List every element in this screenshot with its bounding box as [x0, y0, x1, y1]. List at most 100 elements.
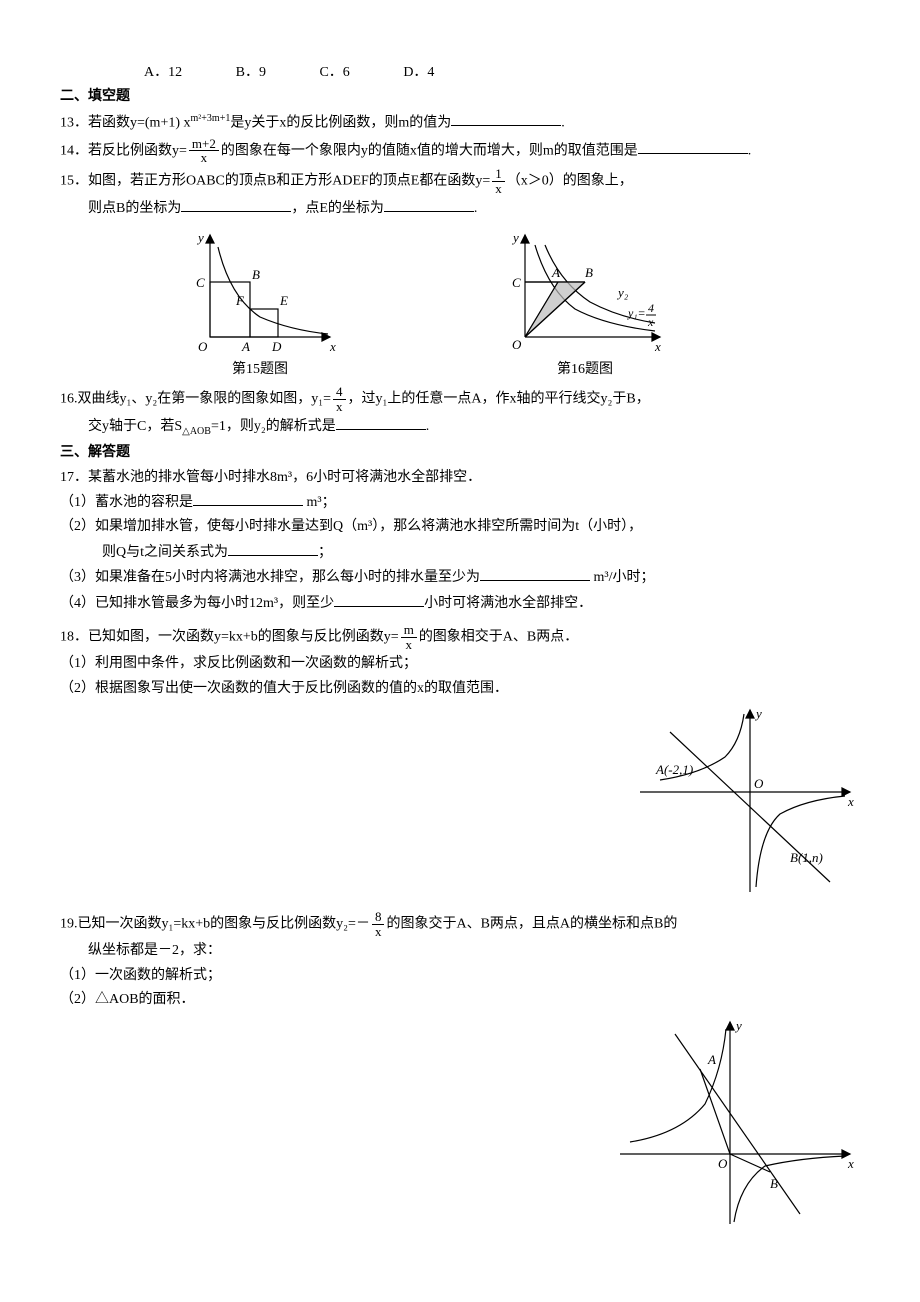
fig18-x: x — [847, 794, 854, 809]
q15-l2b: ，点E的坐标为 — [291, 201, 384, 216]
fig15-D: D — [271, 339, 282, 354]
q17-blank1 — [193, 491, 303, 506]
fig16-x: x — [654, 339, 661, 354]
section-3-header: 三、解答题 — [60, 442, 860, 464]
q16-l2b: =1，则y₂的解析式是 — [211, 419, 336, 434]
q16-pre: 16.双曲线y₁、y₂在第一象限的图象如图， — [60, 392, 311, 407]
fig16-svg: y x C A B O y₂ y₁= 4 x — [500, 227, 670, 357]
q15-line2: 则点B的坐标为 ，点E的坐标为. — [60, 197, 860, 220]
svg-text:y₁=: y₁= — [627, 306, 646, 320]
q14-pre: 14．若反比例函数y= — [60, 143, 187, 158]
q19-p2: （2）△AOB的面积． — [60, 989, 860, 1011]
section-2-header: 二、填空题 — [60, 86, 860, 108]
q18-num: m — [401, 623, 417, 638]
q19-eqlhs: y₂=－ — [336, 916, 370, 931]
q19-a: 19.已知一次函数y₁=kx+b的图象与反比例函数 — [60, 916, 336, 931]
svg-text:4: 4 — [648, 301, 654, 315]
q16-l2a: 交y轴于C，若S — [88, 419, 182, 434]
q15-num: 1 — [492, 167, 505, 182]
figure-15: y x C B F E O A D 第15题图 — [180, 227, 340, 381]
q14-den: x — [189, 151, 219, 165]
q14-end: . — [748, 143, 752, 158]
q14: 14．若反比例函数y=m+2x的图象在每一个象限内y的值随x值的增大而增大，则m… — [60, 137, 860, 165]
q19-num: 8 — [372, 910, 385, 925]
q17-p3: （3）如果准备在5小时内将满池水排空，那么每小时的排水量至少为 m³/小时； — [60, 566, 860, 589]
fig15-caption: 第15题图 — [180, 359, 340, 381]
q14-blank — [638, 139, 748, 154]
fig18-B: B(1,n) — [790, 850, 823, 865]
q18-frac: mx — [401, 623, 417, 651]
q18-p2: （2）根据图象写出使一次函数的值大于反比例函数的值的x的取值范围． — [60, 678, 860, 700]
q19-b: 的图象交于A、B两点，且点A的横坐标和点B的 — [386, 916, 677, 931]
q19-line2: 纵坐标都是－2，求： — [60, 940, 860, 962]
q17-blank3 — [480, 566, 590, 581]
fig19-A: A — [707, 1052, 716, 1067]
q16-sub: △AOB — [182, 426, 211, 437]
q17-p2a: （2）如果增加排水管，使每小时排水量达到Q（m³），那么将满池水排空所需时间为t… — [60, 519, 642, 534]
q13: 13．若函数y=(m+1) xm²+3m+1是y关于x的反比例函数，则m的值为. — [60, 111, 860, 135]
fig19-O: O — [718, 1156, 728, 1171]
q15-post1: （x＞0）的图象上， — [507, 173, 633, 188]
q17-blank2 — [228, 541, 318, 556]
fig19-B: B — [770, 1176, 778, 1191]
q17-p4: （4）已知排水管最多为每小时12m³，则至少小时可将满池水全部排空． — [60, 592, 860, 615]
q17-p2: （2）如果增加排水管，使每小时排水量达到Q（m³），那么将满池水排空所需时间为t… — [60, 516, 860, 538]
figure-16: y x C A B O y₂ y₁= 4 x 第16题图 — [500, 227, 670, 381]
q17-p2b: 则Q与t之间关系式为 — [102, 545, 228, 560]
q17-stem: 17．某蓄水池的排水管每小时排水8m³，6小时可将满池水全部排空． — [60, 467, 860, 489]
fig18-A: A(-2,1) — [655, 762, 693, 777]
fig15-F: F — [235, 293, 245, 308]
q17-p1: （1）蓄水池的容积是 m³； — [60, 491, 860, 514]
q19-frac: 8x — [372, 910, 385, 938]
fig15-x: x — [329, 339, 336, 354]
figure-19: y x O A B — [610, 1014, 860, 1234]
q17-blank4 — [334, 592, 424, 607]
fig18-svg: y x O A(-2,1) B(1,n) — [630, 702, 860, 902]
q15: 15．如图，若正方形OABC的顶点B和正方形ADEF的顶点E都在函数y=1x（x… — [60, 167, 860, 195]
q18-p1: （1）利用图中条件，求反比例函数和一次函数的解析式； — [60, 653, 860, 675]
figure-row-15-16: y x C B F E O A D 第15题图 — [180, 227, 860, 381]
opt-d: D．4 — [403, 62, 434, 84]
q16-end: . — [426, 419, 430, 434]
fig19-svg: y x O A B — [610, 1014, 860, 1234]
q14-post1: 的图象在每一个象限内y的值随x值的增大而增大，则m的取值范围是 — [221, 143, 638, 158]
q16-eqlhs: y₁= — [311, 392, 331, 407]
fig15-C: C — [196, 275, 205, 290]
q17-p2-line2: 则Q与t之间关系式为； — [60, 541, 860, 564]
opt-a: A．12 — [144, 62, 182, 84]
opt-c: C．6 — [319, 62, 349, 84]
q17-p3a: （3）如果准备在5小时内将满池水排空，那么每小时的排水量至少为 — [60, 570, 480, 585]
fig15-y: y — [196, 230, 204, 245]
q18-den: x — [401, 638, 417, 652]
q18-stem: 18．已知如图，一次函数y=kx+b的图象与反比例函数y=mx的图象相交于A、B… — [60, 623, 860, 651]
q19-p1: （1）一次函数的解析式； — [60, 965, 860, 987]
q17-p4b: 小时可将满池水全部排空． — [424, 596, 592, 611]
fig16-A: A — [551, 265, 560, 280]
q19-den: x — [372, 925, 385, 939]
fig16-B: B — [585, 265, 593, 280]
q13-end: . — [561, 115, 565, 130]
fig19-y: y — [734, 1018, 742, 1033]
q15-blank1 — [181, 197, 291, 212]
q15-end: . — [474, 201, 478, 216]
fig16-O: O — [512, 337, 522, 352]
q16-post1: ，过y₁上的任意一点A，作x轴的平行线交y₂于B， — [348, 392, 650, 407]
q13-exp: m²+3m+1 — [191, 113, 231, 124]
q18-a: 18．已知如图，一次函数y=kx+b的图象与反比例函数y= — [60, 629, 399, 644]
q16: 16.双曲线y₁、y₂在第一象限的图象如图，y₁=4x，过y₁上的任意一点A，作… — [60, 385, 860, 413]
q16-num: 4 — [333, 385, 346, 400]
fig18-y: y — [754, 706, 762, 721]
opt-b: B．9 — [236, 62, 266, 84]
q18-b: 的图象相交于A、B两点． — [419, 629, 578, 644]
q17-p1b: m³； — [303, 495, 336, 510]
fig15-E: E — [279, 293, 288, 308]
q12-options: A．12 B．9 C．6 D．4 — [60, 62, 860, 84]
fig16-C: C — [512, 275, 521, 290]
q17-p3b: m³/小时； — [590, 570, 654, 585]
q16-frac: 4x — [333, 385, 346, 413]
q15-l2a: 则点B的坐标为 — [88, 201, 181, 216]
fig16-y: y — [511, 230, 519, 245]
q19-stem: 19.已知一次函数y₁=kx+b的图象与反比例函数y₂=－8x的图象交于A、B两… — [60, 910, 860, 938]
figure-18: y x O A(-2,1) B(1,n) — [630, 702, 860, 902]
q14-num: m+2 — [189, 137, 219, 152]
